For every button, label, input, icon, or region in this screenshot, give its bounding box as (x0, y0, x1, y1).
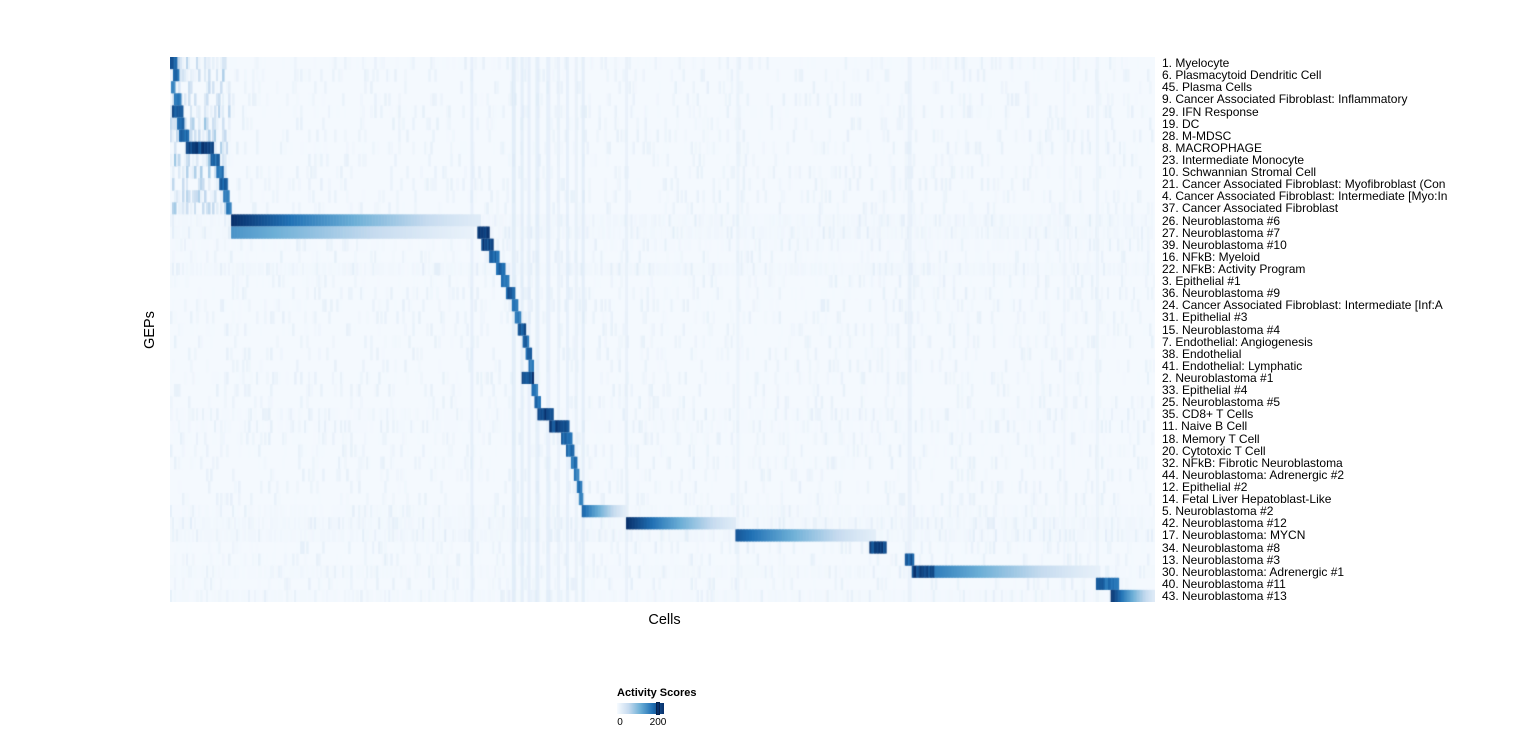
heatmap-canvas (170, 57, 1155, 602)
row-label: 20. Cytotoxic T Cell (1162, 443, 1266, 458)
row-label: 35. CD8+ T Cells (1162, 407, 1254, 422)
row-label: 25. Neuroblastoma #5 (1162, 395, 1281, 410)
row-label: 10. Schwannian Stromal Cell (1162, 165, 1317, 180)
row-label: 44. Neuroblastoma: Adrenergic #2 (1162, 467, 1345, 482)
row-labels: 1. Myelocyte 6. Plasmacytoid Dendritic Ce… (1162, 0, 1540, 743)
row-label: 33. Epithelial #4 (1162, 383, 1248, 398)
row-label: 8. MACROPHAGE (1162, 140, 1263, 155)
legend-tick-0: 0 (617, 717, 623, 728)
legend-tick-mark (655, 702, 660, 715)
row-label: 4. Cancer Associated Fibroblast: Interme… (1162, 189, 1448, 204)
row-label: 5. Neuroblastoma #2 (1162, 504, 1274, 519)
row-label: 3. Epithelial #1 (1162, 274, 1241, 289)
row-label: 21. Cancer Associated Fibroblast: Myofib… (1162, 177, 1446, 192)
row-label: 9. Cancer Associated Fibroblast: Inflamm… (1162, 92, 1408, 107)
row-label: 13. Neuroblastoma #3 (1162, 552, 1281, 567)
row-label: 28. M-MDSC (1162, 128, 1232, 143)
legend-colorbar (617, 702, 664, 715)
row-label: 18. Memory T Cell (1162, 431, 1260, 446)
row-label: 24. Cancer Associated Fibroblast: Interm… (1162, 298, 1443, 313)
row-label: 42. Neuroblastoma #12 (1162, 516, 1287, 531)
row-label: 37. Cancer Associated Fibroblast (1162, 201, 1339, 216)
row-label: 41. Endothelial: Lymphatic (1162, 358, 1303, 373)
row-label: 12. Epithelial #2 (1162, 479, 1248, 494)
row-label: 30. Neuroblastoma: Adrenergic #1 (1162, 564, 1345, 579)
x-axis-label: Cells (648, 612, 681, 628)
legend-tick-200: 200 (649, 717, 667, 728)
row-label: 11. Naive B Cell (1162, 419, 1248, 434)
row-label: 36. Neuroblastoma #9 (1162, 286, 1281, 301)
row-label: 27. Neuroblastoma #7 (1162, 225, 1281, 240)
row-label: 6. Plasmacytoid Dendritic Cell (1162, 68, 1322, 83)
row-label: 16. NFkB: Myeloid (1162, 249, 1261, 264)
row-label: 40. Neuroblastoma #11 (1162, 576, 1286, 591)
row-label: 2. Neuroblastoma #1 (1162, 370, 1274, 385)
legend-tick-labels: 0 200 (617, 717, 666, 729)
y-axis-label: GEPs (142, 311, 158, 349)
row-label: 22. NFkB: Activity Program (1162, 261, 1306, 276)
row-label: 23. Intermediate Monocyte (1162, 152, 1305, 167)
row-label: 15. Neuroblastoma #4 (1162, 322, 1281, 337)
row-label: 31. Epithelial #3 (1162, 310, 1248, 325)
row-label: 45. Plasma Cells (1162, 80, 1253, 95)
row-label: 34. Neuroblastoma #8 (1162, 540, 1281, 555)
row-label: 26. Neuroblastoma #6 (1162, 213, 1281, 228)
legend-title: Activity Scores (617, 687, 697, 699)
row-label: 19. DC (1162, 116, 1200, 131)
row-label: 32. NFkB: Fibrotic Neuroblastoma (1162, 455, 1343, 470)
row-label: 39. Neuroblastoma #10 (1162, 237, 1287, 252)
row-label: 14. Fetal Liver Hepatoblast-Like (1162, 492, 1332, 507)
row-label: 7. Endothelial: Angiogenesis (1162, 334, 1313, 349)
row-label: 1. Myelocyte (1162, 56, 1230, 71)
row-label: 17. Neuroblastoma: MYCN (1162, 528, 1306, 543)
activity-scores-legend: Activity Scores 0 200 (617, 687, 757, 729)
row-label: 38. Endothelial (1162, 346, 1242, 361)
row-label: 29. IFN Response (1162, 104, 1259, 119)
row-label: 43. Neuroblastoma #13 (1162, 588, 1287, 603)
